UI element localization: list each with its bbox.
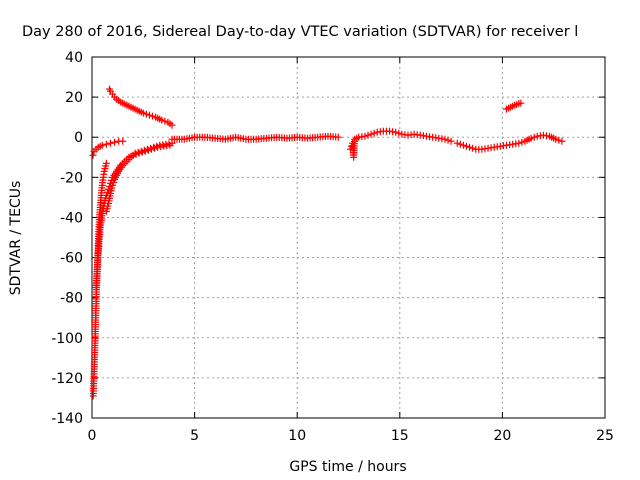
data-point	[143, 145, 151, 153]
data-point	[370, 129, 378, 137]
data-point	[518, 138, 526, 146]
data-point	[453, 139, 461, 147]
x-tick-label: 25	[596, 428, 614, 444]
data-point	[364, 131, 372, 139]
y-tick-label: -120	[51, 371, 83, 387]
data-point	[102, 159, 110, 167]
data-point	[109, 181, 117, 189]
data-point	[146, 144, 154, 152]
plot-frame	[91, 56, 606, 419]
axis-ticks: 0 5 10 15 20 25 40 20 0 -20 -40 -60 -80 -100 -120 -140	[51, 50, 614, 444]
x-tick-label: 20	[493, 428, 511, 444]
data-point	[98, 141, 106, 149]
data-point	[110, 178, 118, 186]
y-tick-label: -20	[60, 170, 83, 186]
data-point	[395, 129, 403, 137]
x-tick-label: 15	[391, 428, 409, 444]
y-tick-label: 20	[65, 90, 83, 106]
y-tick-label: -60	[60, 251, 83, 267]
data-point	[102, 140, 110, 148]
x-tick-label: 0	[88, 428, 97, 444]
data-point	[134, 148, 142, 156]
data-point	[89, 151, 97, 159]
data-point	[469, 144, 477, 152]
data-point	[552, 135, 560, 143]
grid	[92, 57, 605, 418]
y-tick-label: -100	[51, 331, 83, 347]
data-point	[150, 143, 158, 151]
data-point	[137, 147, 145, 155]
data-point	[103, 188, 111, 196]
y-tick-label: -140	[51, 411, 83, 427]
data-point	[149, 112, 157, 120]
data-point	[444, 136, 452, 144]
y-tick-label: 0	[74, 130, 83, 146]
data-point	[555, 136, 563, 144]
data-point	[145, 111, 153, 119]
data-point	[158, 116, 166, 124]
x-tick-label: 10	[288, 428, 306, 444]
data-point	[459, 141, 467, 149]
y-tick-label: -40	[60, 210, 83, 226]
data-point	[140, 146, 148, 154]
data-point	[456, 140, 464, 148]
data-point	[447, 137, 455, 145]
x-axis-label: GPS time / hours	[289, 459, 406, 475]
data-point	[392, 128, 400, 136]
data-point	[527, 134, 535, 142]
data-point	[515, 139, 523, 147]
y-tick-label: 40	[65, 50, 83, 66]
data-point	[111, 138, 119, 146]
data-point	[142, 110, 150, 118]
y-tick-label: -80	[60, 291, 83, 307]
data-point	[161, 117, 169, 125]
data-point	[153, 142, 161, 150]
data-point	[119, 137, 127, 145]
x-tick-label: 5	[190, 428, 199, 444]
data-point	[367, 130, 375, 138]
data-points	[89, 85, 566, 400]
data-point	[441, 135, 449, 143]
data-point	[558, 137, 566, 145]
data-point	[361, 132, 369, 140]
data-point	[334, 133, 342, 141]
data-point	[168, 121, 176, 129]
chart-title: Day 280 of 2016, Sidereal Day-to-day VTE…	[22, 24, 578, 40]
data-point	[106, 139, 114, 147]
data-point	[517, 99, 525, 107]
y-axis-label: SDTVAR / TECUs	[8, 181, 24, 296]
data-point	[131, 149, 139, 157]
data-point	[530, 133, 538, 141]
data-point	[462, 142, 470, 150]
data-point	[466, 143, 474, 151]
data-point	[139, 109, 147, 117]
